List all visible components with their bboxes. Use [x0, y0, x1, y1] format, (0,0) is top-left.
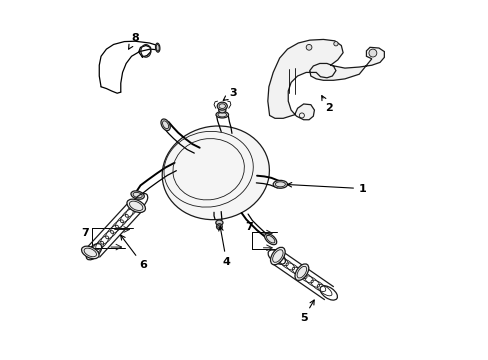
Ellipse shape [216, 224, 222, 229]
Text: 4: 4 [218, 226, 230, 267]
Text: 1: 1 [286, 183, 366, 194]
Ellipse shape [131, 191, 144, 199]
Text: 5: 5 [299, 300, 314, 323]
Text: 7: 7 [81, 228, 89, 238]
Ellipse shape [264, 234, 276, 245]
Ellipse shape [127, 199, 145, 212]
Ellipse shape [273, 180, 287, 188]
Ellipse shape [305, 44, 311, 50]
Text: 3: 3 [223, 88, 236, 100]
Ellipse shape [161, 119, 170, 131]
Ellipse shape [81, 246, 99, 259]
Ellipse shape [162, 126, 269, 220]
Text: 2: 2 [321, 96, 332, 113]
Ellipse shape [215, 220, 223, 225]
Ellipse shape [218, 107, 225, 113]
Text: 7: 7 [244, 222, 252, 232]
Polygon shape [267, 40, 384, 120]
Ellipse shape [294, 264, 308, 280]
Ellipse shape [368, 49, 376, 57]
Ellipse shape [270, 247, 285, 265]
Text: 8: 8 [128, 33, 139, 49]
Ellipse shape [333, 41, 337, 46]
Ellipse shape [216, 112, 228, 118]
Text: 6: 6 [121, 235, 147, 270]
Ellipse shape [217, 225, 221, 228]
Ellipse shape [217, 102, 227, 110]
Ellipse shape [155, 43, 160, 52]
Ellipse shape [156, 44, 159, 51]
